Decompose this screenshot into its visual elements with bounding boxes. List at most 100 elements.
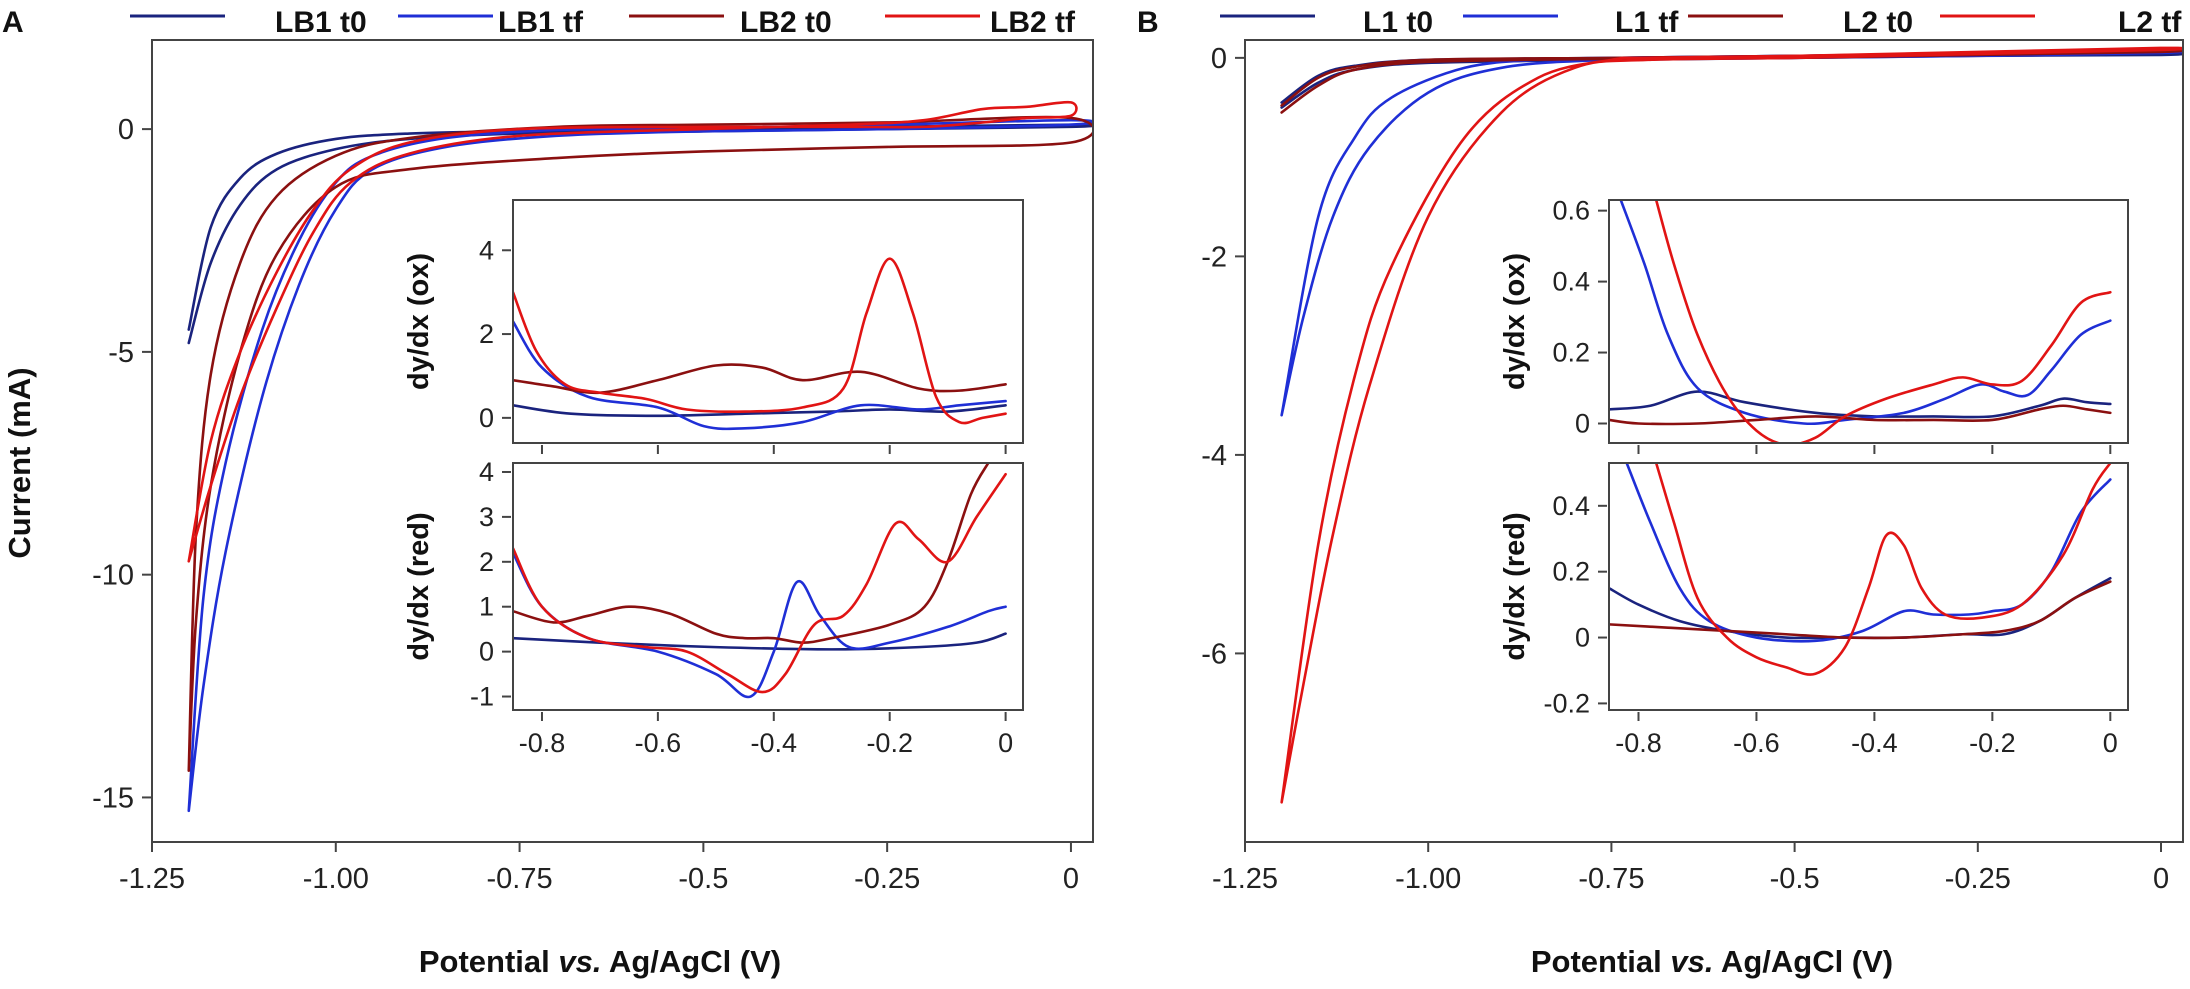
panel-a-inset-ox-series-lb2-t0 — [513, 363, 1007, 395]
panel-b-inset-ox-y-tick-label-1: 0.2 — [1552, 338, 1590, 368]
panel-b-inset-ox-series-l1-tf — [1619, 200, 2112, 426]
panel-b-main-series-l2-t0 — [1280, 48, 2183, 114]
panel-a-main-series-lb2-t0 — [187, 115, 1093, 773]
panel-b-inset-ox-y-tick-label-0: 0 — [1575, 408, 1590, 438]
legend-b: L1 t0 L1 tf L2 t0 L2 tf — [1220, 6, 2182, 39]
panel-b-main-series-l2-tf — [1280, 46, 2183, 804]
panel-b-inset-red-y-axis-title: dy/dx (red) — [1499, 512, 1531, 660]
panel-b-main-x-tick-label-4: -0.25 — [1945, 863, 2011, 895]
panel-a-inset-ox-y-tick-label-2: 4 — [479, 235, 494, 265]
legend-label-lb2-tf: LB2 tf — [990, 6, 1076, 39]
panel-a-inset-red-axes: -0.8 -0.6 -0.4 -0.2 0 -1 0 1 2 3 4 dy/dx (red) — [403, 457, 1024, 758]
panel-a-inset-ox-y-axis-title: dy/dx (ox) — [403, 253, 435, 390]
panel-a-main-y-tick-label-0: 0 — [118, 114, 134, 146]
panel-b-main-x-tick-label-2: -0.75 — [1578, 863, 1644, 895]
legend-label-lb1-t0: LB1 t0 — [275, 6, 367, 39]
panel-letter-b: B — [1137, 6, 1159, 39]
panel-a-main-series-lb1-t0 — [187, 123, 1093, 345]
panel-a-main-x-tick-label-1: -1.00 — [303, 863, 369, 895]
panel-a-main-frame — [151, 39, 1094, 843]
panel-b-main-x-tick-label-3: -0.5 — [1770, 863, 1820, 895]
panel-b-inset-red-x-tick-label-0: -0.8 — [1615, 728, 1662, 758]
panel-b-inset-red-y-tick-label-1: 0 — [1575, 623, 1590, 653]
panel-b-inset-ox-axes: 0 0.2 0.4 0.6 dy/dx (ox) — [1499, 196, 2129, 454]
x-axis-title-a-part-2: vs. — [558, 944, 601, 979]
panel-a: A LB1 t0 LB1 tf LB2 t0 LB2 tf Current (m… — [2, 6, 1076, 979]
x-axis-title-b-part-3: Ag/AgCl (V) — [1713, 944, 1893, 979]
panel-b-main-series-group — [1280, 46, 2183, 804]
panel-a-inset-red-series-group — [513, 463, 1007, 699]
panel-b: B L1 t0 L1 tf L2 t0 L2 tf Potential vs. … — [1137, 6, 2182, 979]
panel-a-main-x-tick-label-5: 0 — [1063, 863, 1079, 895]
panel-b-inset-ox-y-axis-title: dy/dx (ox) — [1499, 253, 1531, 390]
panel-a-inset-ox-series-lb2-tf — [513, 257, 1007, 425]
panel-a-main-x-tick-label-3: -0.5 — [678, 863, 728, 895]
panel-a-inset-red-y-tick-label-1: 0 — [479, 637, 494, 667]
panel-b-main-x-tick-label-0: -1.25 — [1212, 863, 1278, 895]
panel-b-main-x-tick-label-5: 0 — [2153, 863, 2169, 895]
panel-b-inset-ox-y-tick-label-3: 0.6 — [1552, 196, 1590, 226]
panel-a-inset-ox-y-tick-label-0: 0 — [479, 403, 494, 433]
panel-a-inset-ox-frame — [512, 199, 1024, 444]
panel-b-inset-ox-series-l1-t0 — [1609, 390, 2112, 419]
legend-label-l1-tf: L1 tf — [1615, 6, 1679, 39]
panel-letter-a: A — [2, 6, 24, 39]
panel-b-main-y-tick-label-1: -2 — [1201, 241, 1227, 273]
panel-a-main-y-tick-label-2: -10 — [92, 560, 134, 592]
panel-a-inset-red-x-tick-label-1: -0.6 — [635, 728, 682, 758]
panel-a-main-series-lb2-tf — [187, 100, 1078, 563]
legend-label-lb2-t0: LB2 t0 — [740, 6, 832, 39]
panel-b-main-y-tick-label-0: 0 — [1211, 43, 1227, 75]
x-axis-title-b-part-1: Potential — [1531, 944, 1671, 979]
legend-label-l1-t0: L1 t0 — [1363, 6, 1433, 39]
panel-b-inset-red-x-tick-label-3: -0.2 — [1969, 728, 2016, 758]
panel-a-main-series-lb1-tf — [187, 118, 1093, 813]
legend-label-l2-t0: L2 t0 — [1843, 6, 1913, 39]
panel-b-main-y-tick-label-2: -4 — [1201, 440, 1227, 472]
panel-a-main-x-tick-label-0: -1.25 — [119, 863, 185, 895]
panel-b-main-series-l1-tf — [1280, 49, 2183, 417]
panel-b-inset-red-y-tick-label-2: 0.2 — [1552, 557, 1590, 587]
x-axis-title-a-part-3: Ag/AgCl (V) — [601, 944, 781, 979]
panel-b-inset-ox-y-tick-label-2: 0.4 — [1552, 267, 1590, 297]
legend-a: LB1 t0 LB1 tf LB2 t0 LB2 tf — [130, 6, 1076, 39]
panel-b-inset-ox-series-group — [1609, 200, 2112, 443]
panel-a-inset-red-y-tick-label-3: 2 — [479, 547, 494, 577]
panel-a-main-x-tick-label-4: -0.25 — [854, 863, 920, 895]
panel-a-inset-red-y-tick-label-0: -1 — [470, 682, 494, 712]
panel-b-inset-red-series-l2-tf — [1654, 463, 2112, 676]
panel-a-main-x-tick-label-2: -0.75 — [487, 863, 553, 895]
panel-a-main-y-tick-label-3: -15 — [92, 782, 134, 814]
legend-label-l2-tf: L2 tf — [2118, 6, 2182, 39]
panel-b-inset-ox-series-l2-t0 — [1609, 404, 2112, 426]
panel-a-main-y-tick-label-1: -5 — [108, 337, 134, 369]
panel-a-inset-red-x-tick-label-0: -0.8 — [519, 728, 566, 758]
panel-b-inset-red-x-tick-label-1: -0.6 — [1733, 728, 1780, 758]
panel-a-inset-red-y-tick-label-4: 3 — [479, 502, 494, 532]
panel-a-inset-red-frame — [512, 462, 1024, 711]
legend-label-lb1-tf: LB1 tf — [498, 6, 584, 39]
panel-b-main-x-tick-label-1: -1.00 — [1395, 863, 1461, 895]
panel-a-inset-red-plot-bg — [513, 463, 1023, 710]
x-axis-title-b: Potential vs. Ag/AgCl (V) — [1531, 944, 1893, 979]
panel-a-inset-ox-axes: 0 2 4 dy/dx (ox) — [403, 199, 1024, 454]
panel-b-inset-red-series-l2-t0 — [1609, 580, 2112, 640]
panel-a-main-series-group — [187, 100, 1093, 813]
panel-a-inset-red-y-tick-label-2: 1 — [479, 592, 494, 622]
panel-b-inset-red-x-tick-label-2: -0.4 — [1851, 728, 1898, 758]
panel-b-main-frame — [1244, 39, 2184, 843]
panel-b-inset-red-axes: -0.8 -0.6 -0.4 -0.2 0 -0.2 0 0.2 0.4 dy/dx (red) — [1499, 462, 2129, 758]
panel-a-inset-red-y-axis-title: dy/dx (red) — [403, 512, 435, 660]
panel-b-main-y-tick-label-3: -6 — [1201, 638, 1227, 670]
panel-b-inset-ox-series-l2-tf — [1654, 200, 2112, 443]
x-axis-title-a-part-1: Potential — [419, 944, 559, 979]
x-axis-title-b-part-2: vs. — [1670, 944, 1713, 979]
x-axis-title-a: Potential vs. Ag/AgCl (V) — [419, 944, 781, 979]
panel-a-inset-red-x-tick-label-3: -0.2 — [866, 728, 913, 758]
y-axis-title-a: Current (mA) — [2, 367, 37, 558]
panel-a-main-axes: -1.25 -1.00 -0.75 -0.5 -0.25 00-5-10-15 — [92, 39, 1094, 895]
panel-b-main-axes: -1.25 -1.00 -0.75 -0.5 -0.25 0 0 -2 -4 -6 — [1201, 39, 2184, 895]
panel-a-inset-red-x-tick-label-4: 0 — [998, 728, 1013, 758]
panel-b-inset-red-frame — [1608, 462, 2129, 711]
